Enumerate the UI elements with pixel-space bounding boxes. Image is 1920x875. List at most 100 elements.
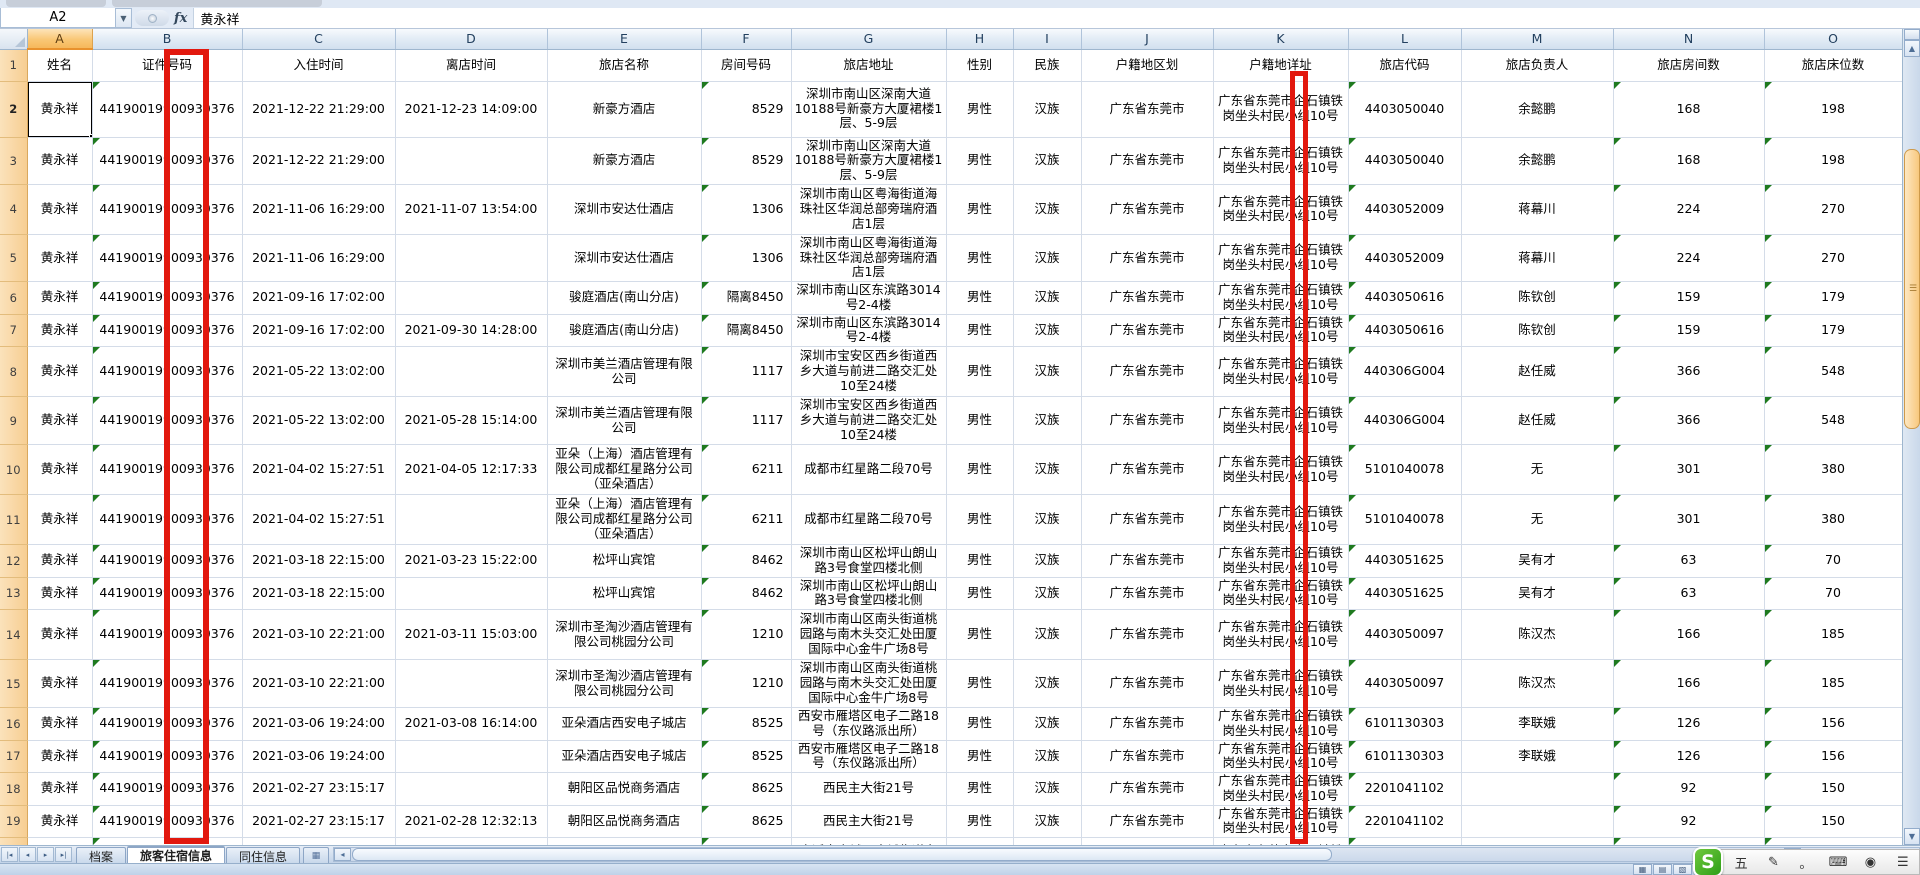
cell-A15[interactable]: 黄永祥 [27, 659, 93, 708]
cell-J13[interactable]: 广东省东莞市 [1081, 577, 1214, 610]
cell-J7[interactable]: 广东省东莞市 [1081, 314, 1214, 347]
cell-D1[interactable]: 离店时间 [395, 49, 548, 82]
page-break-view-icon[interactable]: ▧ [1673, 864, 1692, 875]
cell-B14[interactable]: 44190019900930376 [92, 609, 243, 660]
row-header-2[interactable]: 2 [0, 81, 28, 138]
cell-N9[interactable]: 366 [1613, 396, 1765, 445]
cell-M13[interactable]: 吴有才 [1461, 577, 1614, 610]
cell-G7[interactable]: 深圳市南山区东滨路3014号2-4楼 [791, 314, 947, 347]
cell-L3[interactable]: 4403050040 [1348, 137, 1462, 185]
cell-M9[interactable]: 赵任威 [1461, 396, 1614, 445]
row-header-13[interactable]: 13 [0, 577, 28, 610]
column-header-I[interactable]: I [1013, 29, 1082, 50]
column-header-B[interactable]: B [92, 29, 243, 50]
cell-E12[interactable]: 松坪山宾馆 [547, 544, 702, 578]
row-header-17[interactable]: 17 [0, 740, 28, 773]
vertical-scrollbar[interactable]: ▲ ☰ ▼ [1902, 29, 1920, 845]
cell-G6[interactable]: 深圳市南山区东滨路3014号2-4楼 [791, 281, 947, 315]
cell-G19[interactable]: 西民主大街21号 [791, 805, 947, 838]
cell-O8[interactable]: 548 [1764, 346, 1902, 397]
cell-G2[interactable]: 深圳市南山区深南大道10188号新豪方大厦裙楼1层、5-9层 [791, 81, 947, 138]
ime-logo-icon[interactable]: S [1693, 847, 1723, 875]
column-header-E[interactable]: E [547, 29, 702, 50]
cell-L6[interactable]: 4403050616 [1348, 281, 1462, 315]
cell-D3[interactable] [395, 137, 548, 185]
cell-B7[interactable]: 44190019900930376 [92, 314, 243, 347]
cell-K18[interactable]: 广东省东莞市企石镇铁岗坐头村民小组10号 [1213, 772, 1349, 806]
cell-H15[interactable]: 男性 [946, 659, 1014, 708]
cell-L4[interactable]: 4403052009 [1348, 184, 1462, 235]
cell-M5[interactable]: 蒋幕川 [1461, 234, 1614, 283]
cell-K9[interactable]: 广东省东莞市企石镇铁岗坐头村民小组10号 [1213, 396, 1349, 445]
cell-E18[interactable]: 朝阳区品悦商务酒店 [547, 772, 702, 806]
cell-G16[interactable]: 西安市雁塔区电子二路18号（东仪路派出所） [791, 707, 947, 741]
cell-G11[interactable]: 成都市红星路二段70号 [791, 494, 947, 545]
cell-D20[interactable] [395, 837, 548, 845]
cell-F3[interactable]: 8529 [701, 137, 792, 185]
cell-G13[interactable]: 深圳市南山区松坪山朗山路3号食堂四楼北侧 [791, 577, 947, 610]
cell-F18[interactable]: 8625 [701, 772, 792, 806]
cell-O16[interactable]: 156 [1764, 707, 1902, 741]
cell-I8[interactable]: 汉族 [1013, 346, 1082, 397]
row-header-9[interactable]: 9 [0, 396, 28, 445]
cell-A13[interactable]: 黄永祥 [27, 577, 93, 610]
cell-E8[interactable]: 深圳市美兰酒店管理有限公司 [547, 346, 702, 397]
row-header-8[interactable]: 8 [0, 346, 28, 397]
insert-function-button[interactable] [135, 10, 169, 26]
cell-O13[interactable]: 70 [1764, 577, 1902, 610]
row-header-4[interactable]: 4 [0, 184, 28, 235]
row-header-20[interactable]: 20 [0, 837, 28, 845]
cell-M19[interactable] [1461, 805, 1614, 838]
cell-O4[interactable]: 270 [1764, 184, 1902, 235]
column-header-C[interactable]: C [242, 29, 396, 50]
cell-G18[interactable]: 西民主大街21号 [791, 772, 947, 806]
cell-B12[interactable]: 44190019900930376 [92, 544, 243, 578]
cell-K13[interactable]: 广东省东莞市企石镇铁岗坐头村民小组10号 [1213, 577, 1349, 610]
cell-E19[interactable]: 朝阳区品悦商务酒店 [547, 805, 702, 838]
row-header-14[interactable]: 14 [0, 609, 28, 660]
column-header-K[interactable]: K [1213, 29, 1349, 50]
cell-C5[interactable]: 2021-11-06 16:29:00 [242, 234, 396, 283]
cell-H5[interactable]: 男性 [946, 234, 1014, 283]
cell-B5[interactable]: 44190019900930376 [92, 234, 243, 283]
cell-I15[interactable]: 汉族 [1013, 659, 1082, 708]
cell-E14[interactable]: 深圳市圣淘沙酒店管理有限公司桃园分公司 [547, 609, 702, 660]
cell-N13[interactable]: 63 [1613, 577, 1765, 610]
cell-A8[interactable]: 黄永祥 [27, 346, 93, 397]
cell-A7[interactable]: 黄永祥 [27, 314, 93, 347]
normal-view-icon[interactable]: ▦ [1633, 864, 1652, 875]
name-box[interactable]: A2 [0, 8, 116, 28]
cell-C19[interactable]: 2021-02-27 23:15:17 [242, 805, 396, 838]
cell-L15[interactable]: 4403050097 [1348, 659, 1462, 708]
cell-E3[interactable]: 新豪方酒店 [547, 137, 702, 185]
cell-F13[interactable]: 8462 [701, 577, 792, 610]
cell-H12[interactable]: 男性 [946, 544, 1014, 578]
cell-O9[interactable]: 548 [1764, 396, 1902, 445]
cell-E7[interactable]: 骏庭酒店(南山分店) [547, 314, 702, 347]
cell-L11[interactable]: 5101040078 [1348, 494, 1462, 545]
name-box-dropdown-icon[interactable]: ▼ [116, 8, 132, 28]
cell-G3[interactable]: 深圳市南山区深南大道10188号新豪方大厦裙楼1层、5-9层 [791, 137, 947, 185]
cell-N18[interactable]: 92 [1613, 772, 1765, 806]
cell-J3[interactable]: 广东省东莞市 [1081, 137, 1214, 185]
cell-F16[interactable]: 8525 [701, 707, 792, 741]
cell-A3[interactable]: 黄永祥 [27, 137, 93, 185]
cell-H8[interactable]: 男性 [946, 346, 1014, 397]
horizontal-scroll-thumb[interactable] [352, 848, 1333, 861]
cell-I12[interactable]: 汉族 [1013, 544, 1082, 578]
cell-N10[interactable]: 301 [1613, 444, 1765, 495]
cell-O2[interactable]: 198 [1764, 81, 1902, 138]
split-handle[interactable] [1904, 29, 1920, 40]
cell-I20[interactable]: 汉族 [1013, 837, 1082, 845]
cell-N14[interactable]: 166 [1613, 609, 1765, 660]
cell-N2[interactable]: 168 [1613, 81, 1765, 138]
cell-I11[interactable]: 汉族 [1013, 494, 1082, 545]
cell-D11[interactable] [395, 494, 548, 545]
cell-K10[interactable]: 广东省东莞市企石镇铁岗坐头村民小组10号 [1213, 444, 1349, 495]
cell-D15[interactable] [395, 659, 548, 708]
cell-A5[interactable]: 黄永祥 [27, 234, 93, 283]
cell-J9[interactable]: 广东省东莞市 [1081, 396, 1214, 445]
cell-G20[interactable]: 宿迁市宿城区古城街道办公大楼（地上北一层、地 [791, 837, 947, 845]
cell-J2[interactable]: 广东省东莞市 [1081, 81, 1214, 138]
cell-K1[interactable]: 户籍地详址 [1213, 49, 1349, 82]
